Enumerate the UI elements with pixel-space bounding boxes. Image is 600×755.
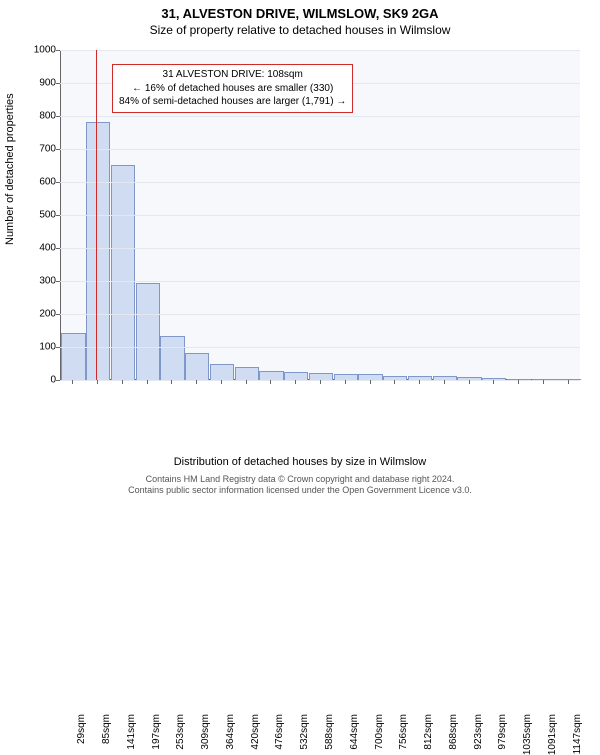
histogram-bar [160,336,184,380]
footer-line: Contains public sector information licen… [0,485,600,496]
x-axis-ticks: 29sqm85sqm141sqm197sqm253sqm309sqm364sqm… [60,380,580,440]
histogram-bar [309,373,333,380]
gridline [60,215,580,216]
xtick-label: 197sqm [151,714,162,750]
footer-line: Contains HM Land Registry data © Crown c… [0,474,600,485]
xtick-label: 979sqm [497,714,508,750]
gridline [60,116,580,117]
xtick-label: 1147sqm [572,714,583,754]
ytick-mark [56,182,60,183]
xtick-mark [370,380,371,384]
xtick-mark [171,380,172,384]
page-title: 31, ALVESTON DRIVE, WILMSLOW, SK9 2GA [0,0,600,21]
ytick-label: 800 [26,111,56,122]
y-axis-label: Number of detached properties [4,93,16,245]
xtick-mark [270,380,271,384]
xtick-mark [72,380,73,384]
gridline [60,182,580,183]
xtick-mark [221,380,222,384]
histogram-bar [259,371,283,380]
ytick-mark [56,281,60,282]
histogram-bar [210,364,234,380]
ytick-mark [56,248,60,249]
ytick-label: 400 [26,243,56,254]
xtick-label: 868sqm [448,714,459,750]
histogram-bar [235,367,259,380]
annotation-line: 84% of semi-detached houses are larger (… [119,95,346,109]
ytick-mark [56,116,60,117]
property-marker [96,50,97,380]
ytick-label: 1000 [26,45,56,56]
xtick-label: 644sqm [349,714,360,750]
ytick-mark [56,149,60,150]
xtick-label: 85sqm [101,714,112,744]
xtick-label: 700sqm [374,714,385,750]
histogram-bar [185,353,209,380]
ytick-mark [56,347,60,348]
xtick-mark [543,380,544,384]
annotation-line: ← 16% of detached houses are smaller (33… [119,82,346,96]
xtick-mark [345,380,346,384]
xtick-mark [518,380,519,384]
histogram-bar [86,122,110,380]
xtick-label: 141sqm [126,714,137,750]
xtick-mark [394,380,395,384]
ytick-label: 200 [26,309,56,320]
xtick-mark [444,380,445,384]
gridline [60,281,580,282]
xtick-mark [419,380,420,384]
xtick-mark [320,380,321,384]
gridline [60,347,580,348]
xtick-label: 309sqm [200,714,211,750]
histogram-bar [136,283,160,380]
histogram-bar [61,333,85,380]
ytick-label: 100 [26,342,56,353]
xtick-label: 364sqm [225,714,236,750]
ytick-label: 700 [26,144,56,155]
xtick-label: 923sqm [473,714,484,750]
histogram-plot: 01002003004005006007008009001000 29sqm85… [60,50,580,380]
ytick-mark [56,83,60,84]
page-subtitle: Size of property relative to detached ho… [0,21,600,37]
ytick-label: 300 [26,276,56,287]
ytick-mark [56,50,60,51]
xtick-mark [97,380,98,384]
ytick-label: 500 [26,210,56,221]
xtick-label: 1035sqm [522,714,533,755]
xtick-label: 1091sqm [547,714,558,755]
xtick-label: 253sqm [175,714,186,750]
xtick-mark [246,380,247,384]
ytick-mark [56,215,60,216]
xtick-mark [568,380,569,384]
ytick-label: 600 [26,177,56,188]
ytick-label: 900 [26,78,56,89]
xtick-label: 812sqm [423,714,434,750]
xtick-label: 532sqm [299,714,310,750]
xtick-mark [122,380,123,384]
gridline [60,248,580,249]
xtick-label: 588sqm [324,714,335,750]
histogram-bar [284,372,308,380]
xtick-mark [147,380,148,384]
gridline [60,149,580,150]
attribution-footer: Contains HM Land Registry data © Crown c… [0,474,600,496]
annotation-box: 31 ALVESTON DRIVE: 108sqm ← 16% of detac… [112,64,353,113]
xtick-label: 476sqm [274,714,285,750]
xtick-label: 420sqm [250,714,261,750]
gridline [60,50,580,51]
xtick-mark [493,380,494,384]
xtick-mark [295,380,296,384]
ytick-label: 0 [26,375,56,386]
xtick-mark [196,380,197,384]
ytick-mark [56,314,60,315]
gridline [60,314,580,315]
xtick-mark [469,380,470,384]
xtick-label: 756sqm [398,714,409,750]
xtick-label: 29sqm [76,714,87,744]
annotation-line: 31 ALVESTON DRIVE: 108sqm [119,68,346,82]
x-axis-label: Distribution of detached houses by size … [0,456,600,468]
